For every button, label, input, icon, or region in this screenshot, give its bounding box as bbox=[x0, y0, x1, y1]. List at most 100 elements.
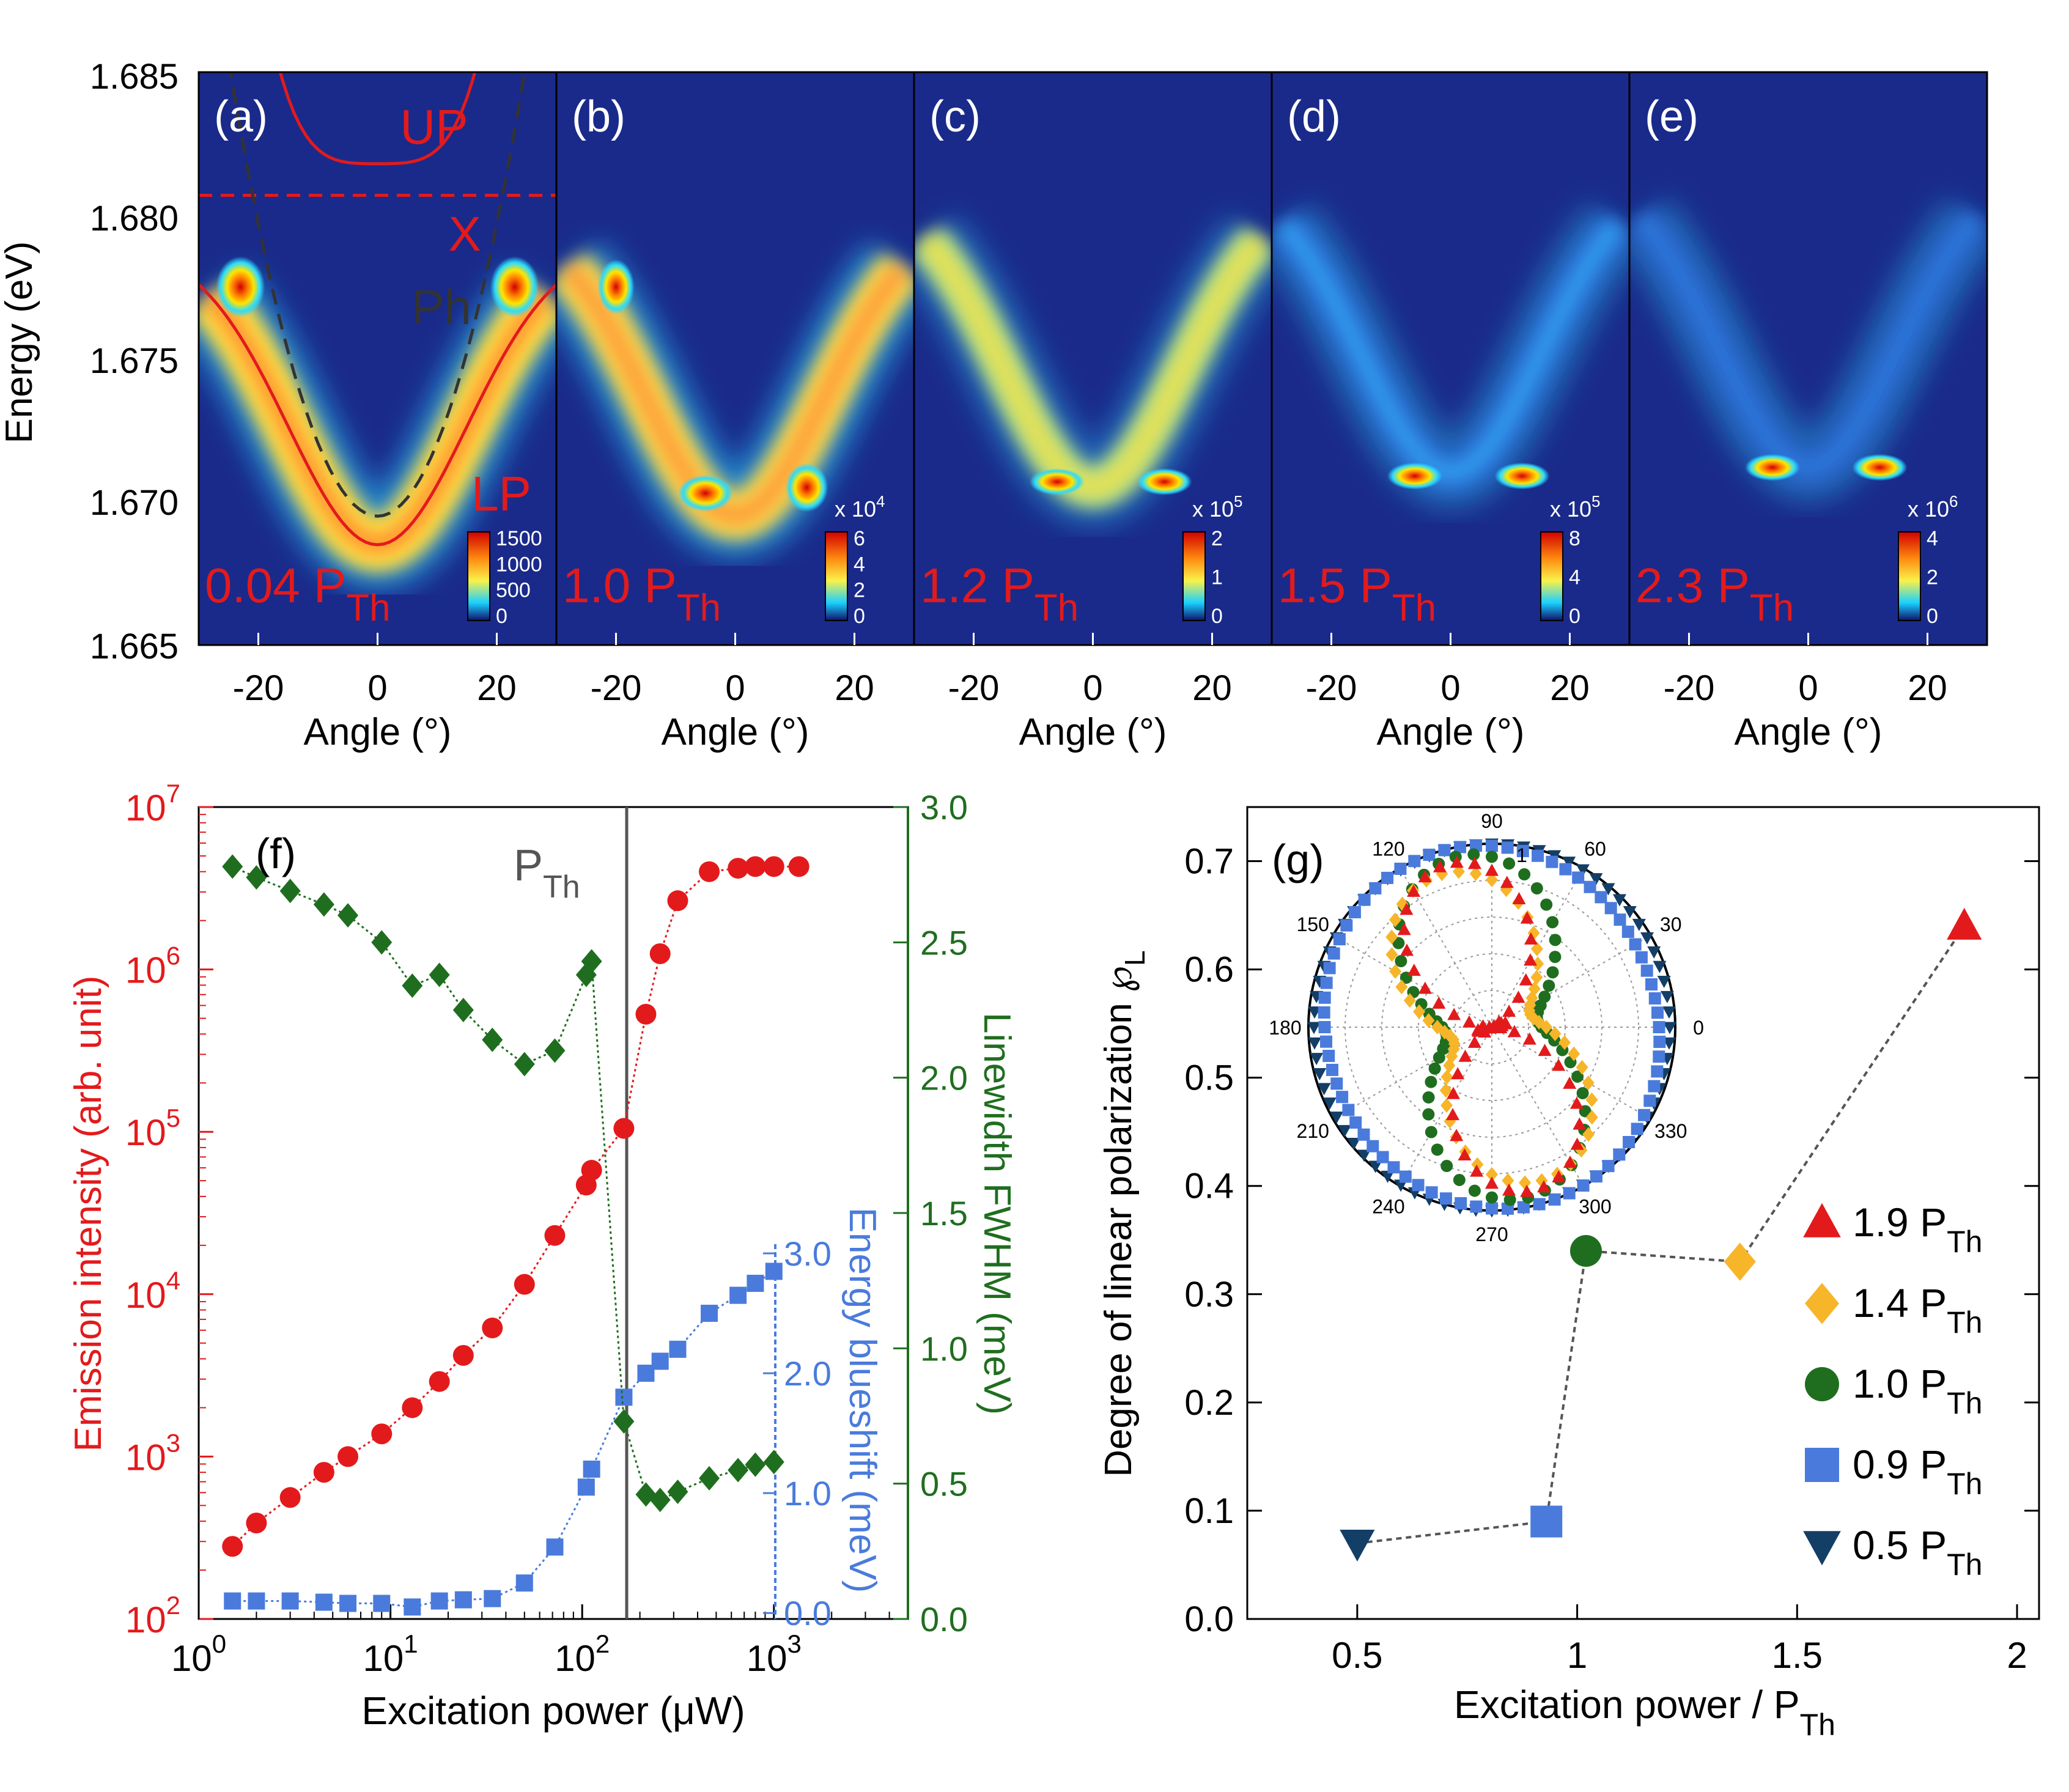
polar-point bbox=[1322, 1050, 1335, 1063]
polar-point bbox=[1340, 919, 1353, 932]
intensity-point bbox=[763, 856, 784, 877]
f-xtick-mant: 10 bbox=[747, 1638, 787, 1679]
intensity-point bbox=[514, 1274, 535, 1295]
polar-point bbox=[1623, 1136, 1636, 1149]
map-power-main: 1.0 P bbox=[562, 558, 677, 613]
polar-point bbox=[1519, 1175, 1532, 1190]
polar-point bbox=[1447, 1008, 1461, 1020]
polar-point bbox=[1563, 1156, 1577, 1168]
linewidth-point bbox=[514, 1052, 535, 1077]
map-xlabel: Angle (°) bbox=[1377, 711, 1525, 753]
linewidth-point bbox=[222, 854, 243, 879]
linewidth-point bbox=[429, 962, 450, 987]
map-xtick-label: 20 bbox=[1192, 668, 1232, 708]
f-ytick-label: 104 bbox=[125, 1266, 180, 1316]
polar-point bbox=[1590, 1170, 1602, 1183]
g-ytick-label: 0.0 bbox=[1184, 1599, 1234, 1639]
blueshift-point bbox=[701, 1305, 718, 1322]
polar-grid-spoke bbox=[1332, 935, 1492, 1028]
polar-point bbox=[1443, 1058, 1456, 1073]
polar-grid-spoke bbox=[1491, 1027, 1651, 1119]
f-xtick-exp: 2 bbox=[596, 1629, 610, 1658]
polar-point bbox=[1389, 964, 1402, 979]
polar-point bbox=[1425, 1075, 1437, 1088]
f-ytick-label: 106 bbox=[125, 942, 180, 991]
polar-point bbox=[1651, 1006, 1664, 1019]
emission-spot bbox=[1745, 454, 1800, 481]
f-xtick-mant: 10 bbox=[171, 1638, 212, 1679]
polar-point bbox=[1450, 855, 1464, 868]
map-xlabel: Angle (°) bbox=[304, 711, 452, 753]
linewidth-point bbox=[581, 949, 602, 974]
colorbar-tick: 2 bbox=[1211, 527, 1223, 550]
polar-point bbox=[1662, 1006, 1676, 1019]
polar-point bbox=[1516, 844, 1529, 857]
polar-point bbox=[1376, 1151, 1389, 1163]
polar-point bbox=[1342, 1104, 1355, 1116]
map-power-sub: Th bbox=[677, 587, 721, 629]
intensity-point bbox=[222, 1536, 243, 1557]
polar-point bbox=[1559, 863, 1572, 876]
g-ytick-label: 0.1 bbox=[1184, 1491, 1234, 1531]
polar-point bbox=[1662, 1037, 1676, 1050]
polar-point bbox=[1576, 1086, 1589, 1099]
colorbar-multiplier: x 104 bbox=[835, 492, 885, 522]
polar-angle-label: 300 bbox=[1579, 1196, 1611, 1218]
polar-point bbox=[1423, 849, 1436, 861]
polar-point bbox=[1602, 1160, 1615, 1173]
polar-angle-label: 330 bbox=[1654, 1120, 1687, 1142]
dop-point bbox=[1340, 1529, 1375, 1562]
polar-point bbox=[1519, 973, 1533, 986]
f-ylabel-inner: Energy blueshift (meV) bbox=[841, 1208, 883, 1593]
colorbar-tick: 0 bbox=[1569, 605, 1580, 628]
f-xtick-label: 100 bbox=[171, 1629, 226, 1679]
polar-angle-label: 180 bbox=[1269, 1017, 1301, 1039]
intensity-point bbox=[429, 1371, 450, 1392]
polar-point bbox=[1338, 1125, 1352, 1138]
polar-angle-label: 270 bbox=[1475, 1223, 1508, 1245]
legend-label: 0.9 PTh bbox=[1853, 1442, 1982, 1501]
polar-point bbox=[1381, 1170, 1395, 1183]
emission-spot bbox=[597, 259, 635, 315]
polar-point bbox=[1653, 961, 1667, 973]
polar-point bbox=[1568, 1046, 1580, 1061]
polar-point bbox=[1385, 929, 1398, 945]
polar-point bbox=[1520, 1184, 1534, 1197]
polar-point bbox=[1403, 993, 1416, 1008]
g-ytick-label: 0.5 bbox=[1184, 1058, 1234, 1098]
polar-point bbox=[1530, 882, 1543, 894]
map-power-label: 1.5 PTh bbox=[1278, 558, 1436, 629]
maps-ylabel: Energy (eV) bbox=[0, 242, 40, 444]
polar-point bbox=[1470, 1164, 1484, 1177]
polar-point bbox=[1502, 1005, 1516, 1017]
map-panel-3-image bbox=[914, 72, 1272, 645]
g-xtick-label: 0.5 bbox=[1332, 1635, 1382, 1676]
polar-point bbox=[1549, 1026, 1562, 1041]
polar-angle-label: 210 bbox=[1297, 1120, 1329, 1142]
legend-label-sub: Th bbox=[1947, 1547, 1982, 1582]
blueshift-point bbox=[404, 1598, 421, 1616]
polar-point bbox=[1502, 1173, 1514, 1189]
blueshift-point bbox=[577, 1478, 595, 1496]
polar-point bbox=[1485, 1176, 1499, 1189]
polar-point bbox=[1549, 934, 1562, 946]
polar-grid-spoke bbox=[1491, 935, 1651, 1028]
linewidth-point bbox=[246, 865, 267, 890]
colorbar bbox=[1898, 531, 1921, 621]
polar-point bbox=[1407, 884, 1421, 897]
polar-point bbox=[1467, 1035, 1481, 1048]
polar-point bbox=[1494, 1021, 1508, 1034]
linewidth-point bbox=[482, 1027, 503, 1052]
intensity-point bbox=[279, 1487, 301, 1508]
linewidth-point bbox=[371, 930, 393, 955]
maps-ytick-labels: 1.665 1.670 1.675 1.680 1.685 bbox=[90, 57, 179, 666]
polar-point bbox=[1640, 932, 1654, 945]
polar-point bbox=[1552, 1170, 1566, 1182]
polar-point bbox=[1323, 962, 1336, 975]
dop-point bbox=[1947, 907, 1982, 940]
polar-point bbox=[1538, 1044, 1552, 1056]
polar-point bbox=[1532, 849, 1544, 862]
map-panel-5-image bbox=[1629, 72, 1987, 645]
polar-point bbox=[1648, 992, 1661, 1005]
